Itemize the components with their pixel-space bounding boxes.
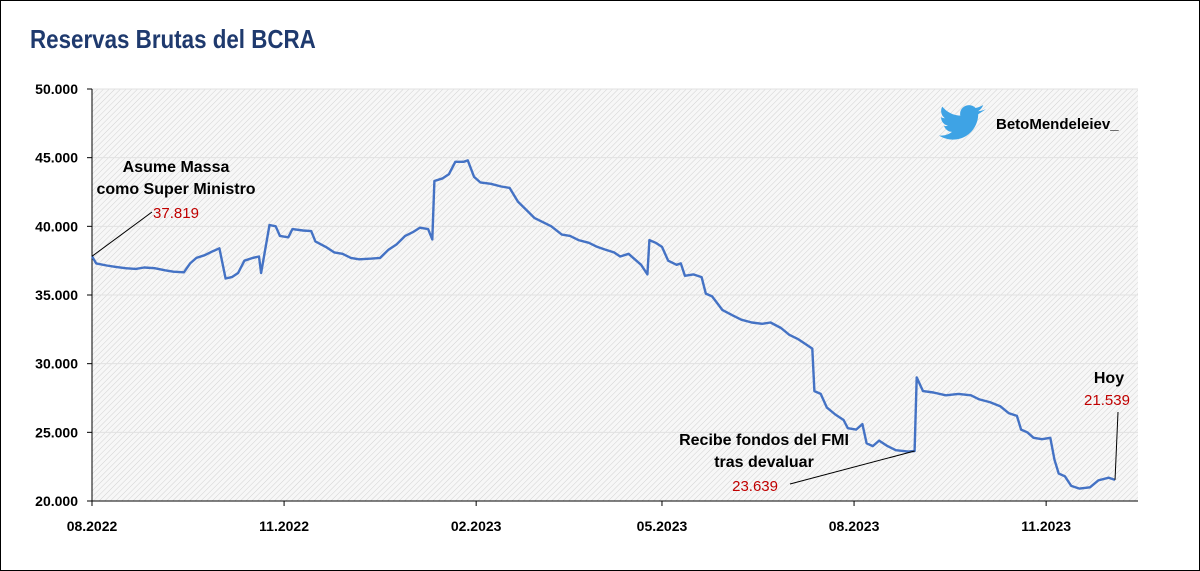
x-tick-label: 05.2023	[637, 518, 688, 534]
y-tick-label: 40.000	[35, 218, 78, 234]
annotation-leader	[91, 211, 153, 257]
x-tick-label: 08.2022	[67, 518, 118, 534]
annotation-label: como Super Ministro	[96, 181, 255, 198]
annotation-leader	[789, 450, 915, 485]
chart-title: Reservas Brutas del BCRA	[30, 24, 316, 54]
annotation-value: 37.819	[153, 205, 199, 222]
x-tick-label: 11.2023	[1021, 518, 1071, 534]
y-tick-label: 35.000	[35, 287, 78, 303]
annotation-label: Recibe fondos del FMI	[679, 432, 849, 449]
y-tick-label: 45.000	[35, 150, 78, 166]
x-tick-label: 02.2023	[451, 518, 502, 534]
series-line	[90, 159, 1116, 490]
y-tick-label: 25.000	[35, 424, 78, 440]
watermark: BetoMendeleiev_	[939, 105, 1119, 140]
annotation-label: Hoy	[1094, 370, 1124, 387]
twitter-bird-icon	[939, 105, 986, 140]
annotation-label: tras devaluar	[714, 454, 814, 471]
watermark-handle: BetoMendeleiev_	[996, 116, 1119, 133]
annotation-label: Asume Massa	[123, 159, 230, 176]
y-tick-label: 30.000	[35, 356, 78, 372]
y-tick-label: 20.000	[35, 493, 78, 509]
y-tick-label: 50.000	[35, 81, 78, 97]
annotation-leader	[1114, 411, 1119, 480]
annotation-value: 21.539	[1084, 392, 1130, 409]
x-tick-label: 08.2023	[829, 518, 880, 534]
annotation-value: 23.639	[732, 478, 778, 495]
x-tick-label: 11.2022	[259, 518, 309, 534]
